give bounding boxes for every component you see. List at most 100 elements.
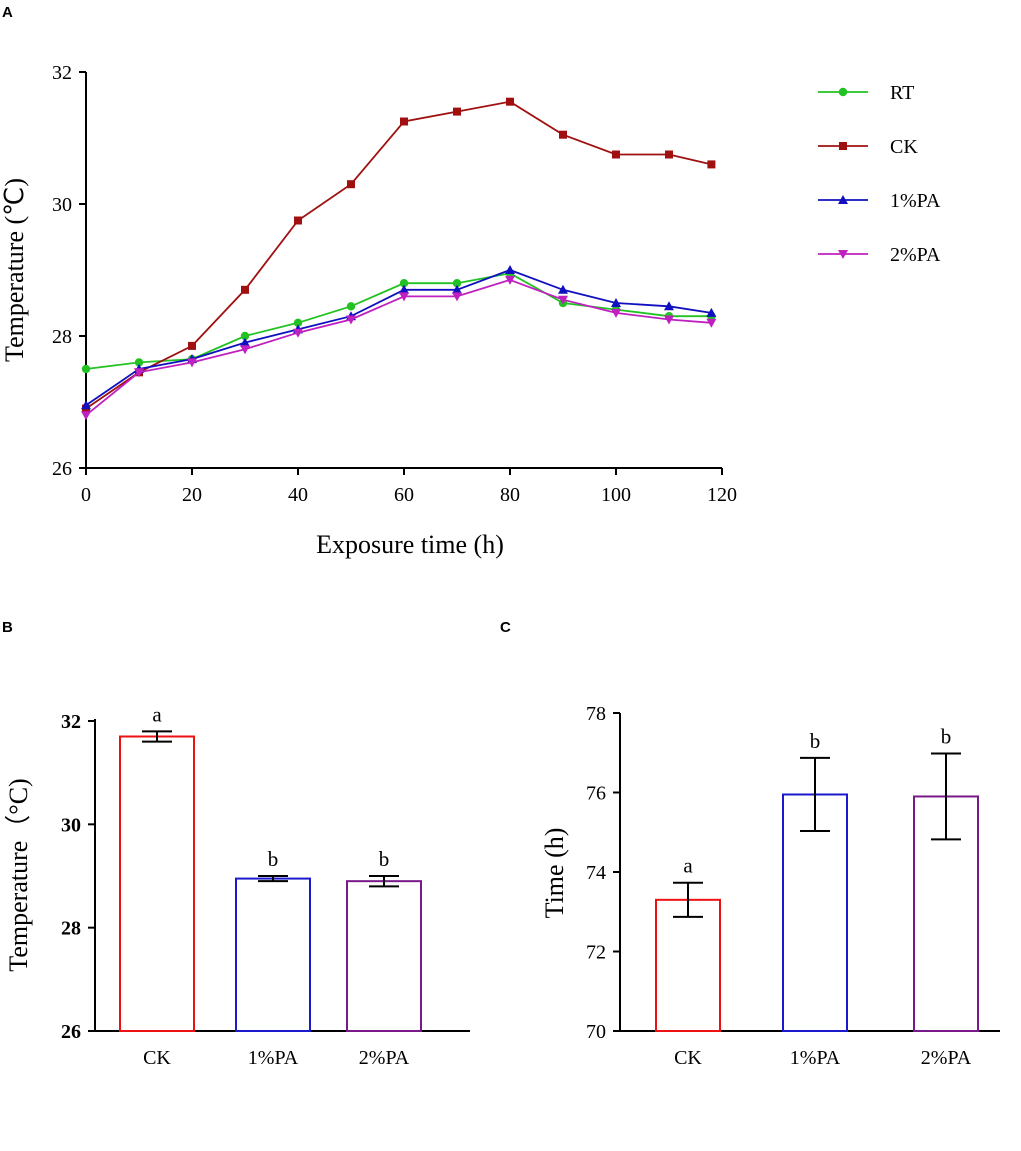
panel-c-y-axis-label: Time (h) [540, 828, 569, 919]
panel-a-x-tick-label: 20 [182, 484, 202, 506]
series-line [85, 278, 712, 416]
series-1pctpa [81, 265, 717, 410]
data-point [134, 358, 144, 367]
panel-a-x-tick-label: 80 [500, 484, 520, 506]
data-point [347, 180, 355, 189]
data-point [611, 308, 621, 318]
panel-a-y-tick-label: 28 [52, 326, 72, 348]
bar [655, 898, 721, 1033]
data-point [452, 292, 462, 302]
legend-marker [838, 250, 848, 259]
data-point [505, 265, 515, 274]
data-point [400, 117, 408, 126]
data-point [506, 97, 514, 106]
panel-a-x-tick-label: 0 [81, 484, 91, 506]
data-point [188, 341, 196, 350]
significance-letter: a [152, 702, 162, 726]
category-label: 2%PA [359, 1047, 410, 1069]
data-point [664, 301, 674, 311]
data-point [81, 364, 91, 374]
data-point [240, 337, 250, 347]
category-label: CK [143, 1047, 171, 1069]
data-point [706, 318, 717, 328]
panel-a-x-axis-label: Exposure time (h) [316, 530, 504, 559]
data-point [664, 315, 674, 325]
data-point [399, 279, 409, 288]
data-point [706, 307, 717, 317]
y-tick-label: 74 [586, 862, 606, 884]
legend-item: CK [818, 136, 918, 158]
data-point [505, 275, 515, 285]
data-point [399, 292, 409, 302]
y-tick-label: 26 [61, 1021, 81, 1043]
y-tick-label: 30 [61, 814, 81, 836]
bar-group: b 2%PA [913, 725, 979, 1069]
data-point [453, 107, 461, 116]
significance-letter: b [810, 729, 821, 753]
legend-label: 2%PA [890, 244, 941, 266]
data-point [240, 331, 250, 341]
significance-letter: b [379, 847, 390, 871]
panel-c: C 70 72 74 76 78 a CK b 1%PA b 2%PA Time (h) [500, 619, 1000, 1069]
bar [346, 880, 422, 1033]
data-point [452, 284, 462, 294]
significance-letter: b [941, 725, 952, 749]
legend-marker [838, 87, 848, 97]
legend-label: RT [890, 82, 914, 104]
series-rt [81, 269, 716, 374]
y-tick-label: 28 [61, 918, 81, 940]
bar-group: b 1%PA [235, 847, 311, 1069]
category-label: 1%PA [248, 1047, 299, 1069]
y-tick-label: 32 [61, 711, 81, 733]
data-point [346, 302, 356, 311]
panel-a-letter: A [2, 4, 13, 21]
bar-group: a CK [655, 854, 721, 1069]
bar-group: a CK [119, 702, 195, 1069]
bar [119, 735, 195, 1032]
data-point [240, 345, 250, 355]
data-point [293, 328, 303, 338]
panel-b: B 26 28 30 32 a CK b 1%PA b 2%PA Temperature（°C) [2, 619, 470, 1069]
data-point [241, 285, 249, 294]
data-point [81, 400, 91, 410]
series-line [85, 269, 712, 407]
legend-item: 2%PA [818, 244, 941, 266]
data-point [558, 284, 568, 294]
panel-a-y-axis-label: Temperature (℃) [0, 178, 29, 362]
bar-group: b 1%PA [782, 729, 848, 1069]
panel-b-letter: B [2, 619, 13, 636]
y-tick-label: 70 [586, 1021, 606, 1043]
panel-c-letter: C [500, 619, 511, 636]
series-2pctpa [81, 275, 717, 421]
data-point [707, 160, 716, 169]
bar [235, 877, 311, 1032]
panel-a-legend: RT CK 1%PA 2%PA [818, 82, 941, 266]
panel-a-x-tick-label: 120 [707, 484, 737, 506]
data-point [665, 150, 673, 159]
panel-a-x-tick-label: 100 [601, 484, 631, 506]
legend-marker [838, 195, 848, 204]
panel-a-x-tick-label: 40 [288, 484, 308, 506]
data-point [611, 298, 621, 307]
data-point [134, 368, 144, 378]
data-point [612, 150, 620, 159]
data-point [293, 318, 303, 327]
series-line [85, 272, 712, 370]
bar-group: b 2%PA [346, 847, 422, 1069]
data-point [399, 284, 409, 294]
data-point [452, 279, 462, 288]
category-label: CK [674, 1047, 702, 1069]
data-point [294, 216, 302, 225]
y-tick-label: 78 [586, 703, 606, 725]
panel-a-y-tick-label: 26 [52, 458, 72, 480]
significance-letter: b [268, 847, 279, 871]
legend-item: RT [818, 82, 914, 104]
data-point [346, 315, 356, 325]
legend-item: 1%PA [818, 190, 941, 212]
y-tick-label: 76 [586, 783, 606, 805]
panel-a: A 0 20 40 60 80 100 120 26 28 30 32 RT CK 1%PA 2%PA E… [0, 4, 941, 559]
panel-a-x-tick-label: 60 [394, 484, 414, 506]
panel-a-y-tick-label: 30 [52, 194, 72, 216]
legend-label: CK [890, 136, 918, 158]
